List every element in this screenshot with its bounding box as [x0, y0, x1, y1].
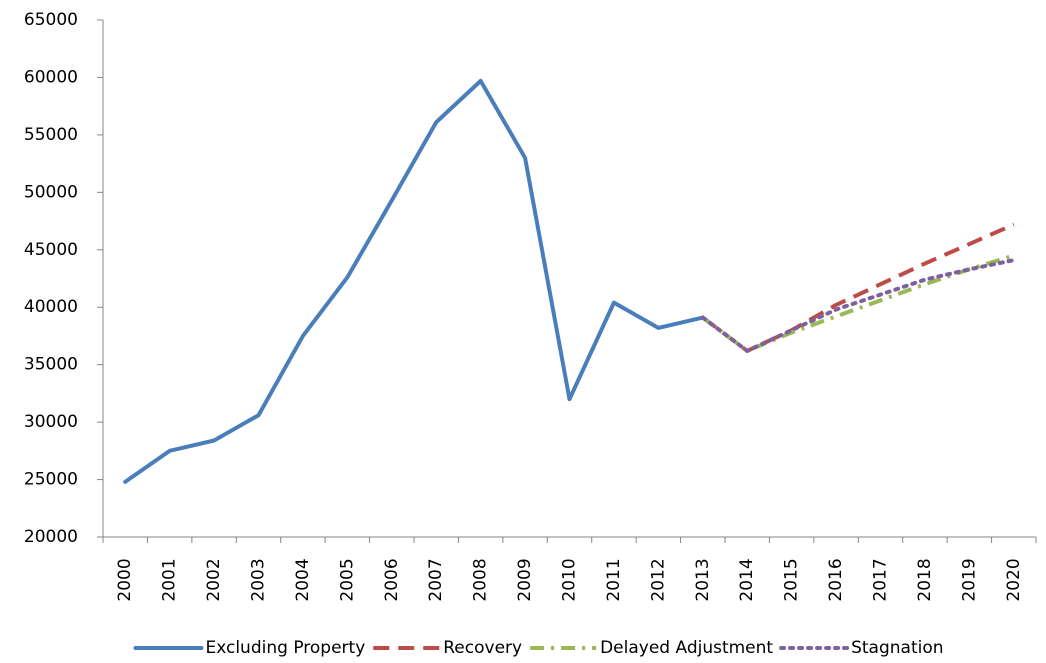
x-tick-label: 2012	[648, 558, 668, 601]
x-tick-label: 2008	[471, 558, 491, 601]
x-tick-label: 2017	[871, 558, 891, 601]
x-tick-label: 2015	[782, 558, 802, 601]
x-tick-label: 2011	[604, 558, 624, 601]
y-tick-label: 65000	[24, 10, 78, 30]
legend: Excluding Property Recovery Delayed Adjust…	[133, 638, 944, 658]
x-tick-label: 2020	[1004, 558, 1024, 601]
series-line	[123, 78, 705, 484]
x-tick-label: 2003	[249, 558, 269, 601]
y-tick-label: 50000	[24, 182, 78, 202]
y-tick-label: 30000	[24, 412, 78, 432]
legend-label: Delayed Adjustment	[600, 638, 773, 658]
legend-label: Stagnation	[851, 638, 943, 658]
x-tick-label: 2013	[693, 558, 713, 601]
x-tick-label: 2000	[115, 558, 135, 601]
y-tick-label: 45000	[24, 240, 78, 260]
x-tick-label: 2014	[737, 558, 757, 601]
y-tick-label: 20000	[24, 527, 78, 547]
x-tick-label: 2004	[293, 558, 313, 601]
x-tick-label: 2001	[160, 558, 180, 601]
y-tick-label: 40000	[24, 297, 78, 317]
x-tick-label: 2007	[426, 558, 446, 601]
y-tick-label: 35000	[24, 355, 78, 375]
x-tick-label: 2019	[959, 558, 979, 601]
x-tick-label: 2002	[204, 558, 224, 601]
legend-label: Recovery	[443, 638, 522, 658]
x-tick-label: 2005	[337, 558, 357, 601]
x-tick-label: 2009	[515, 558, 535, 601]
x-tick-label: 2016	[826, 558, 846, 601]
series-line	[701, 222, 1015, 353]
x-tick-label: 2006	[382, 558, 402, 601]
y-tick-label: 55000	[24, 125, 78, 145]
x-tick-label: 2018	[915, 558, 935, 601]
y-tick-label: 25000	[24, 470, 78, 490]
series-line	[700, 258, 1016, 353]
x-tick-label: 2010	[560, 558, 580, 601]
y-tick-label: 60000	[24, 67, 78, 87]
legend-label: Excluding Property	[205, 638, 365, 658]
